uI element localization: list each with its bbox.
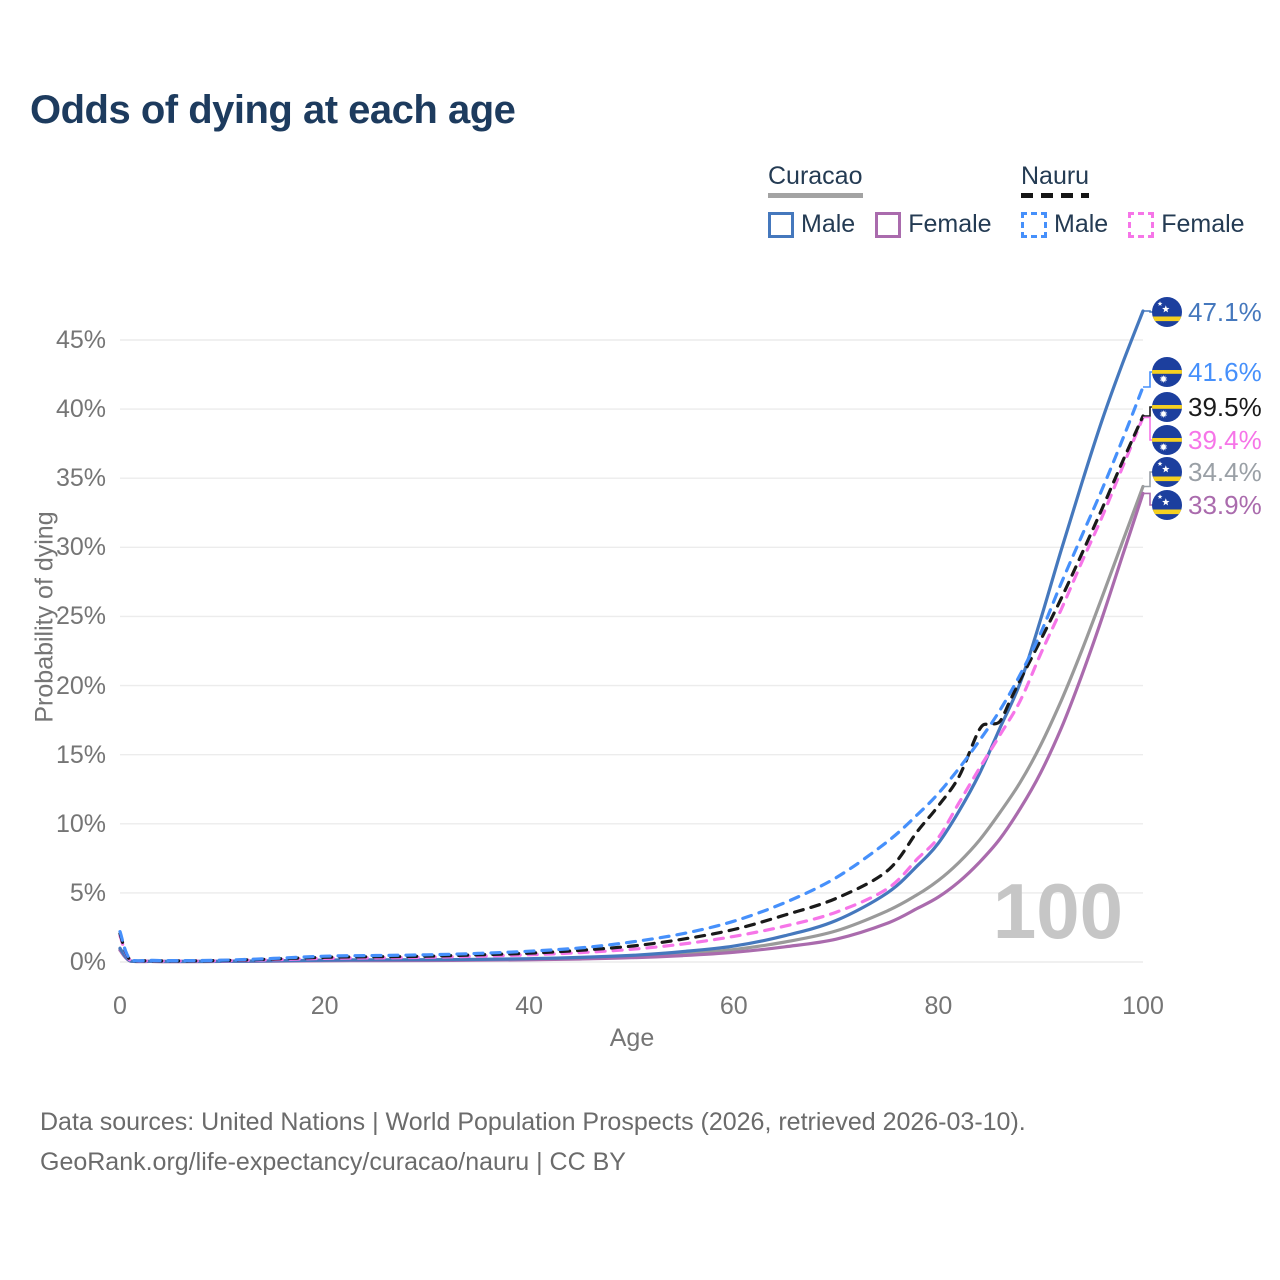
series-line-nauru-male (118, 385, 1145, 963)
legend-item-label: Female (1161, 210, 1245, 238)
end-value-label: 33.9% (1188, 490, 1262, 520)
solid-line-sample (768, 193, 863, 198)
checkbox-icon[interactable] (768, 211, 794, 238)
y-tick-label: 40% (55, 395, 106, 424)
nauru-flag-icon (1152, 392, 1182, 422)
legend-item-label: Female (908, 210, 992, 238)
series-curves (118, 309, 1145, 964)
checkbox-icon[interactable] (1021, 211, 1047, 238)
gridlines (120, 339, 1143, 963)
legend-item-nauru-male[interactable]: Male (1021, 210, 1108, 239)
legend-item-curacao-male[interactable]: Male (768, 210, 855, 239)
y-tick-label: 25% (55, 602, 106, 631)
y-tick-label: 35% (55, 464, 106, 493)
legend-item-label: Male (801, 210, 856, 238)
y-tick-label: 30% (55, 533, 106, 562)
x-tick-label: 60 (719, 992, 748, 1020)
x-tick-label: 40 (515, 992, 544, 1020)
end-value-label: 34.4% (1188, 457, 1262, 487)
curacao-flag-icon (1152, 490, 1182, 520)
age-counter-watermark: 100 (993, 867, 1123, 955)
legend-item-curacao-female[interactable]: Female (875, 210, 992, 239)
nauru-flag-icon (1152, 357, 1182, 387)
x-tick-label: 20 (310, 992, 339, 1020)
y-tick-label: 15% (55, 740, 106, 769)
series-line-nauru-female (118, 415, 1145, 963)
end-label-nauru-combined: 39.5% (1152, 392, 1262, 422)
end-value-label: 41.6% (1188, 357, 1262, 387)
end-label-nauru-female: 39.4% (1152, 425, 1262, 455)
legend-country-nauru[interactable]: Nauru (1021, 162, 1090, 198)
x-axis-title: Age (609, 1024, 655, 1052)
series-line-nauru-combined (118, 414, 1145, 963)
end-value-label: 39.5% (1188, 392, 1262, 422)
y-tick-label: 5% (69, 878, 106, 907)
checkbox-icon[interactable] (1128, 211, 1155, 238)
end-value-label: 47.1% (1188, 297, 1262, 327)
legend-item-label: Male (1054, 210, 1109, 238)
series-line-curacao-female (118, 491, 1145, 964)
end-label-curacao-male: 47.1% (1152, 297, 1262, 327)
checkbox-icon[interactable] (875, 211, 902, 238)
y-tick-label: 20% (55, 671, 106, 700)
dashed-line-sample (1021, 193, 1090, 198)
legend-country-label: Curacao (768, 162, 863, 190)
legend-item-nauru-female[interactable]: Female (1128, 210, 1245, 239)
end-label-nauru-male: 41.6% (1152, 357, 1262, 387)
legend-country-curacao[interactable]: Curacao (768, 163, 863, 198)
legend-group-curacao: Curacao Male Female (768, 163, 992, 239)
x-tick-label: 0 (113, 992, 127, 1020)
end-label-curacao-combined: 34.4% (1152, 457, 1262, 487)
page-title: Odds of dying at each age (30, 88, 516, 132)
series-line-curacao-male (118, 309, 1145, 964)
y-tick-label: 45% (55, 326, 106, 354)
data-source-note: Data sources: United Nations | World Pop… (40, 1108, 1026, 1136)
x-tick-label: 100 (1122, 992, 1164, 1020)
series-line-curacao-combined (118, 484, 1145, 964)
y-tick-label: 10% (55, 809, 106, 838)
legend-group-nauru: Nauru Male Female (1021, 163, 1245, 239)
legend-country-label: Nauru (1021, 162, 1090, 190)
x-tick-label: 80 (924, 992, 953, 1020)
curacao-flag-icon (1152, 297, 1182, 327)
nauru-flag-icon (1152, 425, 1182, 455)
end-label-curacao-female: 33.9% (1152, 490, 1262, 520)
end-value-label: 39.4% (1188, 425, 1262, 455)
attribution-note: GeoRank.org/life-expectancy/curacao/naur… (40, 1148, 626, 1176)
y-tick-label: 0% (69, 948, 106, 976)
curacao-flag-icon (1152, 457, 1182, 487)
